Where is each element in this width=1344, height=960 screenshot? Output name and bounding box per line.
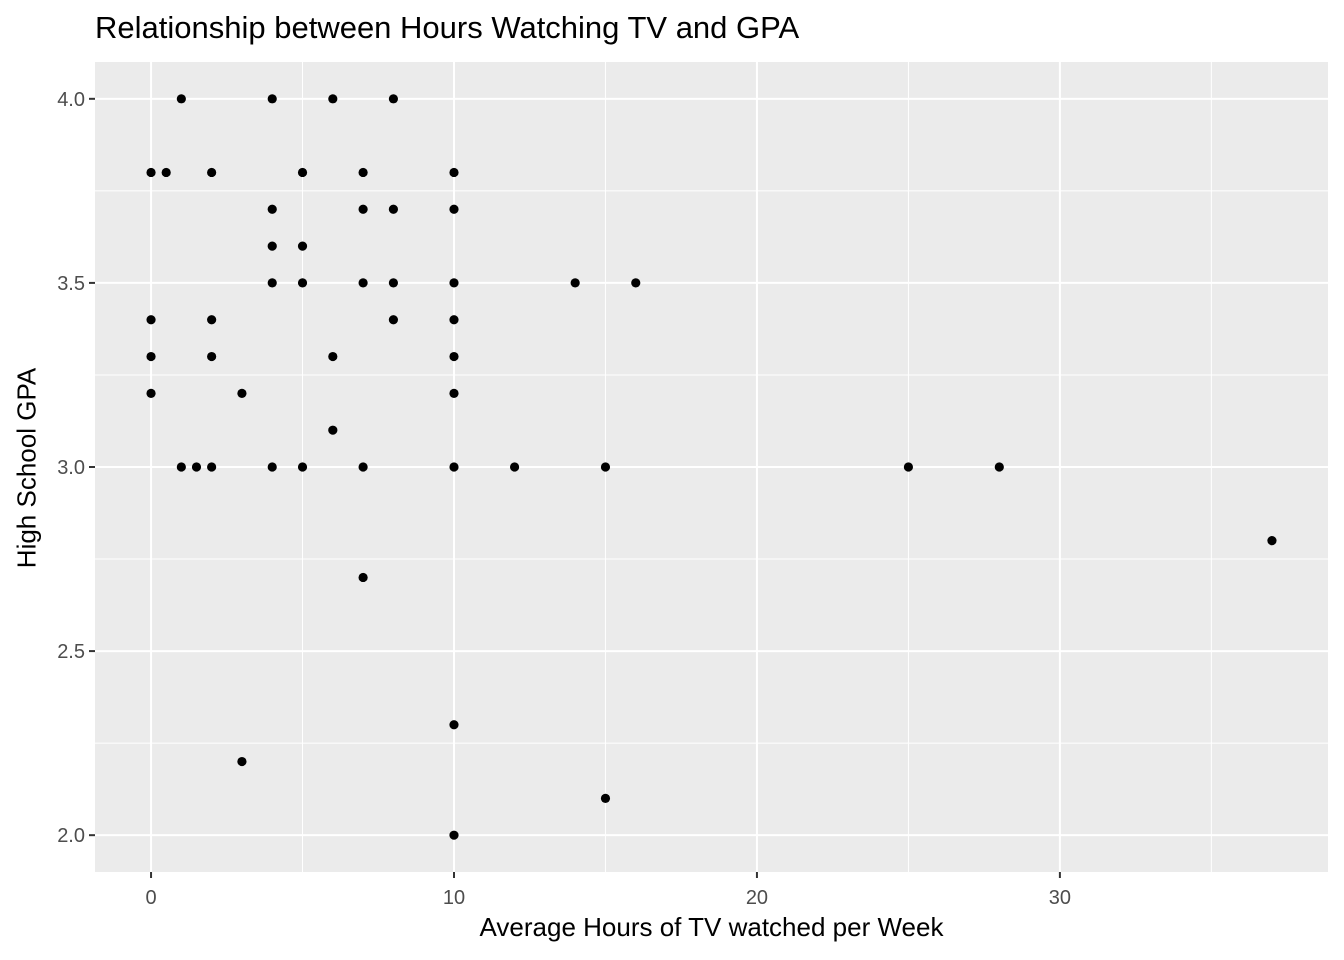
data-point (161, 167, 171, 178)
data-point (509, 462, 520, 472)
data-point (297, 241, 308, 251)
data-point (388, 315, 399, 325)
x-axis: 0 10 20 30 (145, 872, 1071, 909)
x-tick-label: 20 (746, 887, 768, 909)
x-tick-label: 30 (1049, 887, 1071, 909)
data-point (1267, 536, 1277, 546)
data-point (207, 315, 217, 325)
data-point (328, 94, 338, 104)
data-point (449, 204, 459, 214)
data-point (297, 278, 308, 288)
data-point (176, 462, 186, 472)
data-point (176, 94, 186, 104)
data-point (600, 793, 611, 803)
data-point (267, 241, 277, 251)
y-tick-label: 3.0 (57, 457, 85, 479)
y-axis-label: High School GPA (11, 367, 42, 569)
data-point (358, 462, 368, 472)
chart-title: Relationship between Hours Watching TV a… (95, 10, 800, 45)
data-point (358, 278, 368, 288)
data-points (146, 94, 1277, 840)
data-point (449, 278, 459, 288)
data-point (449, 388, 459, 398)
x-tick-label: 10 (443, 887, 465, 909)
data-point (600, 462, 611, 472)
data-point (570, 278, 580, 288)
data-point (388, 94, 399, 104)
data-point (207, 462, 217, 472)
data-point (267, 94, 277, 104)
data-point (237, 388, 247, 398)
x-axis-label: Average Hours of TV watched per Week (479, 912, 944, 942)
data-point (449, 351, 459, 362)
data-point (207, 351, 217, 362)
data-point (207, 167, 217, 178)
data-point (449, 462, 459, 472)
data-point (267, 462, 277, 472)
data-point (631, 278, 641, 288)
data-point (388, 204, 399, 214)
data-point (146, 167, 156, 178)
data-point (267, 204, 277, 214)
x-tick-label: 0 (145, 887, 156, 909)
data-point (388, 278, 399, 288)
data-point (358, 167, 368, 178)
data-point (449, 720, 459, 730)
data-point (903, 462, 914, 472)
data-point (237, 756, 247, 767)
data-point (146, 315, 156, 325)
data-point (449, 167, 459, 178)
data-point (146, 388, 156, 398)
data-point (146, 351, 156, 362)
data-point (328, 351, 338, 362)
data-point (449, 315, 459, 325)
y-tick-label: 2.0 (57, 825, 85, 847)
data-point (297, 167, 308, 178)
data-point (267, 278, 277, 288)
data-point (191, 462, 202, 472)
data-point (358, 204, 368, 214)
data-point (358, 572, 368, 583)
y-axis: 2.0 2.5 3.0 3.5 4.0 (57, 89, 95, 847)
y-tick-label: 2.5 (57, 641, 85, 663)
data-point (297, 462, 308, 472)
data-point (994, 462, 1004, 472)
data-point (328, 425, 338, 435)
data-point (449, 830, 459, 840)
y-tick-label: 3.5 (57, 273, 85, 295)
y-tick-label: 4.0 (57, 89, 85, 111)
